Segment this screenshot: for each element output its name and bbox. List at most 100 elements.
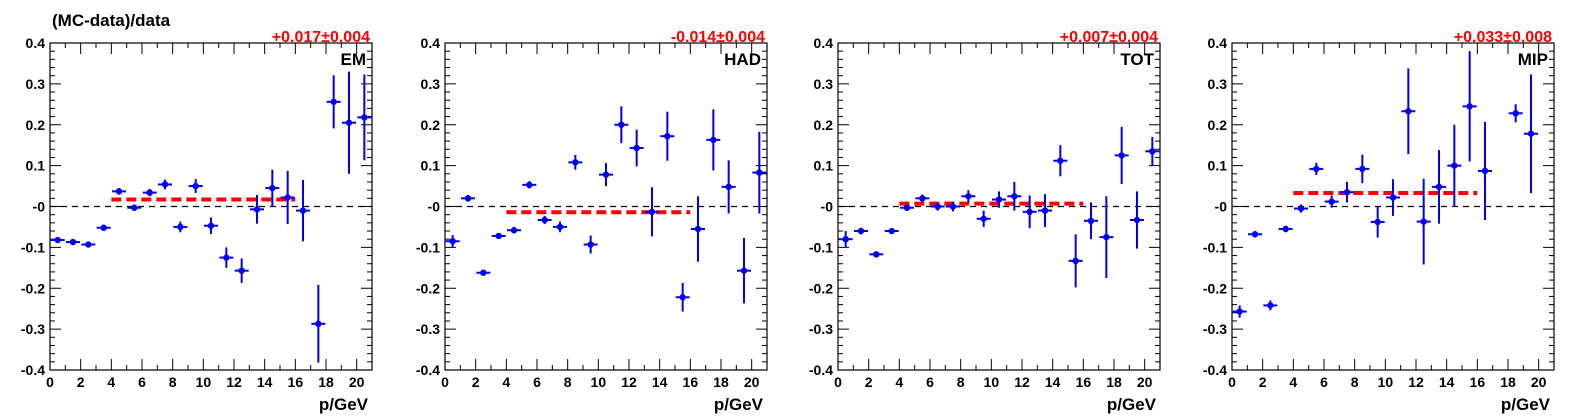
point-marker bbox=[602, 171, 610, 178]
data-point bbox=[127, 204, 142, 211]
data-point bbox=[675, 282, 690, 312]
x-tick-label: 2 bbox=[77, 374, 85, 390]
point-marker bbox=[857, 227, 865, 235]
x-tick-label: 20 bbox=[1137, 374, 1153, 390]
data-point bbox=[66, 238, 80, 246]
point-marker bbox=[1481, 167, 1489, 175]
x-tick-label: 0 bbox=[46, 374, 54, 390]
x-tick-label: 20 bbox=[744, 374, 760, 390]
x-tick-label: 6 bbox=[138, 374, 146, 390]
x-tick-label: 8 bbox=[564, 374, 572, 390]
point-marker bbox=[756, 169, 763, 176]
y-tick-label: -0 bbox=[428, 199, 441, 215]
panel-label: HAD bbox=[724, 50, 761, 69]
y-tick-label: -0.4 bbox=[416, 362, 440, 378]
point-marker bbox=[1374, 218, 1381, 226]
x-tick-label: 2 bbox=[472, 374, 480, 390]
data-point bbox=[1263, 300, 1278, 311]
data-point bbox=[645, 187, 659, 237]
data-point bbox=[1508, 104, 1523, 123]
panel-label: EM bbox=[341, 50, 367, 69]
point-marker bbox=[1072, 257, 1079, 265]
data-point bbox=[854, 227, 868, 235]
x-tick-label: 12 bbox=[621, 374, 637, 390]
y-tick-label: -0.3 bbox=[1203, 321, 1227, 337]
point-marker bbox=[131, 204, 138, 211]
point-marker bbox=[361, 114, 368, 121]
data-point bbox=[721, 160, 736, 214]
x-tick-label: 12 bbox=[226, 374, 242, 390]
x-tick-label: 2 bbox=[1259, 374, 1267, 390]
point-marker bbox=[1420, 218, 1427, 225]
point-marker bbox=[1466, 103, 1473, 110]
point-marker bbox=[572, 159, 579, 166]
x-tick-label: 16 bbox=[1470, 374, 1486, 390]
x-tick-label: 18 bbox=[1106, 374, 1122, 390]
data-point bbox=[930, 202, 945, 211]
data-point bbox=[568, 154, 583, 170]
data-point bbox=[204, 217, 218, 234]
data-point bbox=[1524, 74, 1538, 194]
point-marker bbox=[526, 181, 533, 189]
y-tick-label: -0.3 bbox=[809, 321, 833, 337]
point-marker bbox=[1297, 205, 1305, 212]
point-marker bbox=[934, 203, 941, 210]
data-point bbox=[1278, 225, 1293, 233]
point-marker bbox=[207, 222, 215, 229]
y-tick-label: -0.2 bbox=[1203, 280, 1227, 296]
point-marker bbox=[54, 236, 61, 244]
data-point bbox=[1462, 51, 1477, 162]
y-tick-label: 0.3 bbox=[421, 76, 441, 92]
y-tick-label: -0.1 bbox=[416, 239, 440, 255]
data-point bbox=[869, 251, 884, 258]
point-marker bbox=[949, 203, 957, 210]
point-marker bbox=[115, 188, 123, 195]
point-marker bbox=[1451, 162, 1458, 169]
x-tick-label: 10 bbox=[196, 374, 212, 390]
data-point bbox=[158, 179, 172, 190]
data-point bbox=[1130, 191, 1144, 249]
x-tick-label: 2 bbox=[865, 374, 873, 390]
x-axis-label: p/GeV bbox=[1501, 395, 1551, 414]
x-tick-label: 12 bbox=[1408, 374, 1424, 390]
data-point bbox=[1401, 68, 1416, 155]
point-marker bbox=[345, 119, 353, 126]
data-point bbox=[522, 181, 537, 189]
y-tick-label: 0.2 bbox=[26, 117, 46, 133]
point-marker bbox=[1435, 183, 1443, 191]
fit-value-label: +0.007±0.004 bbox=[1060, 29, 1158, 46]
data-point bbox=[188, 179, 203, 194]
x-axis-label: p/GeV bbox=[319, 395, 369, 414]
x-tick-label: 20 bbox=[1531, 374, 1547, 390]
point-marker bbox=[284, 194, 291, 201]
point-marker bbox=[464, 195, 472, 202]
data-point bbox=[296, 179, 310, 242]
y-tick-label: 0.4 bbox=[26, 35, 46, 51]
data-point bbox=[691, 196, 705, 262]
point-marker bbox=[480, 269, 487, 276]
fit-value-label: +0.017±0.004 bbox=[272, 29, 370, 46]
point-marker bbox=[1133, 216, 1141, 224]
point-marker bbox=[177, 223, 184, 231]
y-tick-label: 0.2 bbox=[1208, 117, 1228, 133]
point-marker bbox=[1103, 233, 1110, 241]
x-tick-label: 6 bbox=[1320, 374, 1328, 390]
point-marker bbox=[888, 227, 895, 235]
x-tick-label: 8 bbox=[957, 374, 965, 390]
data-point bbox=[311, 284, 326, 363]
point-marker bbox=[1087, 217, 1095, 225]
x-tick-label: 14 bbox=[1439, 374, 1455, 390]
data-point bbox=[537, 215, 552, 225]
panel-mip: +0.033±0.008 MIP p/GeV -0.4 -0.3 -0.2 -0.1 -… bbox=[1203, 29, 1555, 414]
data-point bbox=[1232, 305, 1247, 318]
data-point bbox=[476, 269, 491, 276]
data-point bbox=[1022, 195, 1037, 229]
point-marker bbox=[1527, 130, 1535, 137]
y-tick-label: -0.2 bbox=[21, 280, 45, 296]
data-point bbox=[1386, 179, 1400, 216]
point-marker bbox=[965, 193, 972, 200]
x-tick-label: 14 bbox=[652, 374, 668, 390]
data-point bbox=[142, 188, 157, 197]
point-marker bbox=[100, 224, 107, 231]
x-tick-label: 10 bbox=[1378, 374, 1394, 390]
